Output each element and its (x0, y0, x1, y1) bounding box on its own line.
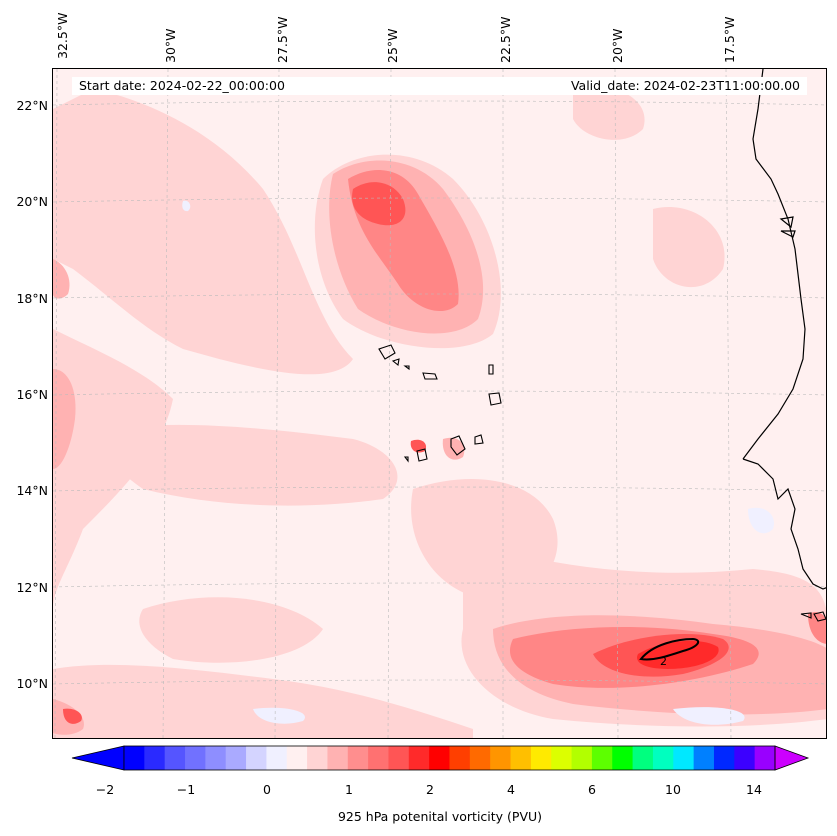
colorbar-segment (734, 746, 756, 770)
cb-tick-0: −2 (95, 782, 115, 797)
colorbar-segment (266, 746, 288, 770)
colorbar-extend-low (71, 745, 125, 771)
lon-label-17.5w: 17.5°W (722, 16, 737, 63)
cape-verde-islands (378, 344, 826, 622)
colorbar-frame (123, 745, 776, 771)
cb-tick-8: 14 (746, 782, 762, 797)
colorbar-segment (347, 746, 369, 770)
colorbar-segment (429, 746, 450, 770)
cb-tick-7: 10 (665, 782, 681, 797)
lon-label-30w: 30°W (163, 28, 178, 63)
colorbar-segment (754, 746, 776, 770)
valid-date: Valid_date: 2024-02-23T11:00:00.00 (570, 78, 800, 93)
lat-label-12n: 12°N (16, 580, 48, 595)
map-panel[interactable]: 2 (52, 68, 827, 739)
lat-label-16n: 16°N (16, 387, 48, 402)
colorbar-segment (408, 746, 430, 770)
colorbar-label: 925 hPa potenital vorticity (PVU) (337, 809, 543, 824)
pv-field-negative (182, 200, 774, 725)
colorbar-segment (185, 746, 206, 770)
lat-label-14n: 14°N (16, 483, 48, 498)
lat-label-10n: 10°N (16, 676, 48, 691)
lon-label-20w: 20°W (610, 28, 625, 63)
cb-tick-5: 4 (507, 782, 515, 797)
cb-tick-1: −1 (176, 782, 196, 797)
colorbar-segment (693, 746, 715, 770)
start-date: Start date: 2024-02-22_00:00:00 (79, 78, 285, 93)
coastline (742, 69, 826, 590)
colorbar-segment (510, 746, 532, 770)
cb-tick-2: 0 (263, 782, 271, 797)
pv-contour-2: 2 (639, 637, 700, 668)
contour-label: 2 (660, 655, 667, 668)
colorbar-segment (571, 746, 593, 770)
colorbar-segment (469, 746, 491, 770)
colorbar-segment (551, 746, 573, 770)
colorbar-segment (530, 746, 552, 770)
colorbar-segment (286, 746, 308, 770)
colorbar-segment (388, 746, 410, 770)
colorbar-segment (490, 746, 512, 770)
colorbar-segment (632, 746, 654, 770)
colorbar-segment (612, 746, 634, 770)
lon-label-25w: 25°W (385, 28, 400, 63)
colorbar (71, 745, 810, 771)
lon-label-32.5w: 32.5°W (55, 12, 70, 59)
lon-label-22.5w: 22.5°W (498, 16, 513, 63)
colorbar-segment (673, 746, 695, 770)
colorbar-segment (449, 746, 471, 770)
pv-field-max (637, 640, 719, 669)
date-bar: Start date: 2024-02-22_00:00:00 Valid_da… (72, 77, 807, 95)
lon-label-27.5w: 27.5°W (275, 16, 290, 63)
colorbar-segment (124, 746, 145, 770)
cb-tick-3: 1 (345, 782, 353, 797)
colorbar-extend-high (774, 745, 810, 771)
colorbar-segment (368, 746, 389, 770)
colorbar-segment (246, 746, 267, 770)
lat-label-20n: 20°N (16, 194, 48, 209)
colorbar-segment (591, 746, 613, 770)
lat-label-22n: 22°N (16, 98, 48, 113)
colorbar-segment (307, 746, 328, 770)
colorbar-segment (164, 746, 186, 770)
colorbar-segment (713, 746, 735, 770)
cb-tick-4: 2 (426, 782, 434, 797)
colorbar-segment (327, 746, 349, 770)
colorbar-segment (205, 746, 227, 770)
colorbar-segment (225, 746, 247, 770)
colorbar-segment (652, 746, 674, 770)
pv-field-map: 2 (53, 69, 826, 738)
cb-tick-6: 6 (588, 782, 596, 797)
map-gridlines (53, 69, 826, 738)
colorbar-segment (144, 746, 166, 770)
lat-label-18n: 18°N (16, 291, 48, 306)
